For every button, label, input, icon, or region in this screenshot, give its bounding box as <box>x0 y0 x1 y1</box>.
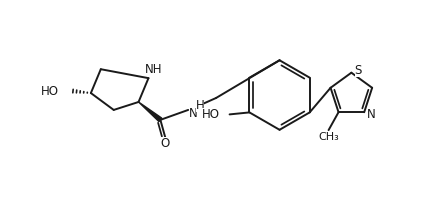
Text: N: N <box>367 108 375 121</box>
Text: HO: HO <box>202 108 219 121</box>
Text: S: S <box>355 64 362 77</box>
Text: NH: NH <box>145 63 162 76</box>
Text: HO: HO <box>41 85 59 98</box>
Text: N: N <box>189 107 197 120</box>
Text: O: O <box>161 137 170 150</box>
Text: CH₃: CH₃ <box>318 132 339 142</box>
Text: H: H <box>196 99 204 112</box>
Polygon shape <box>139 102 162 122</box>
